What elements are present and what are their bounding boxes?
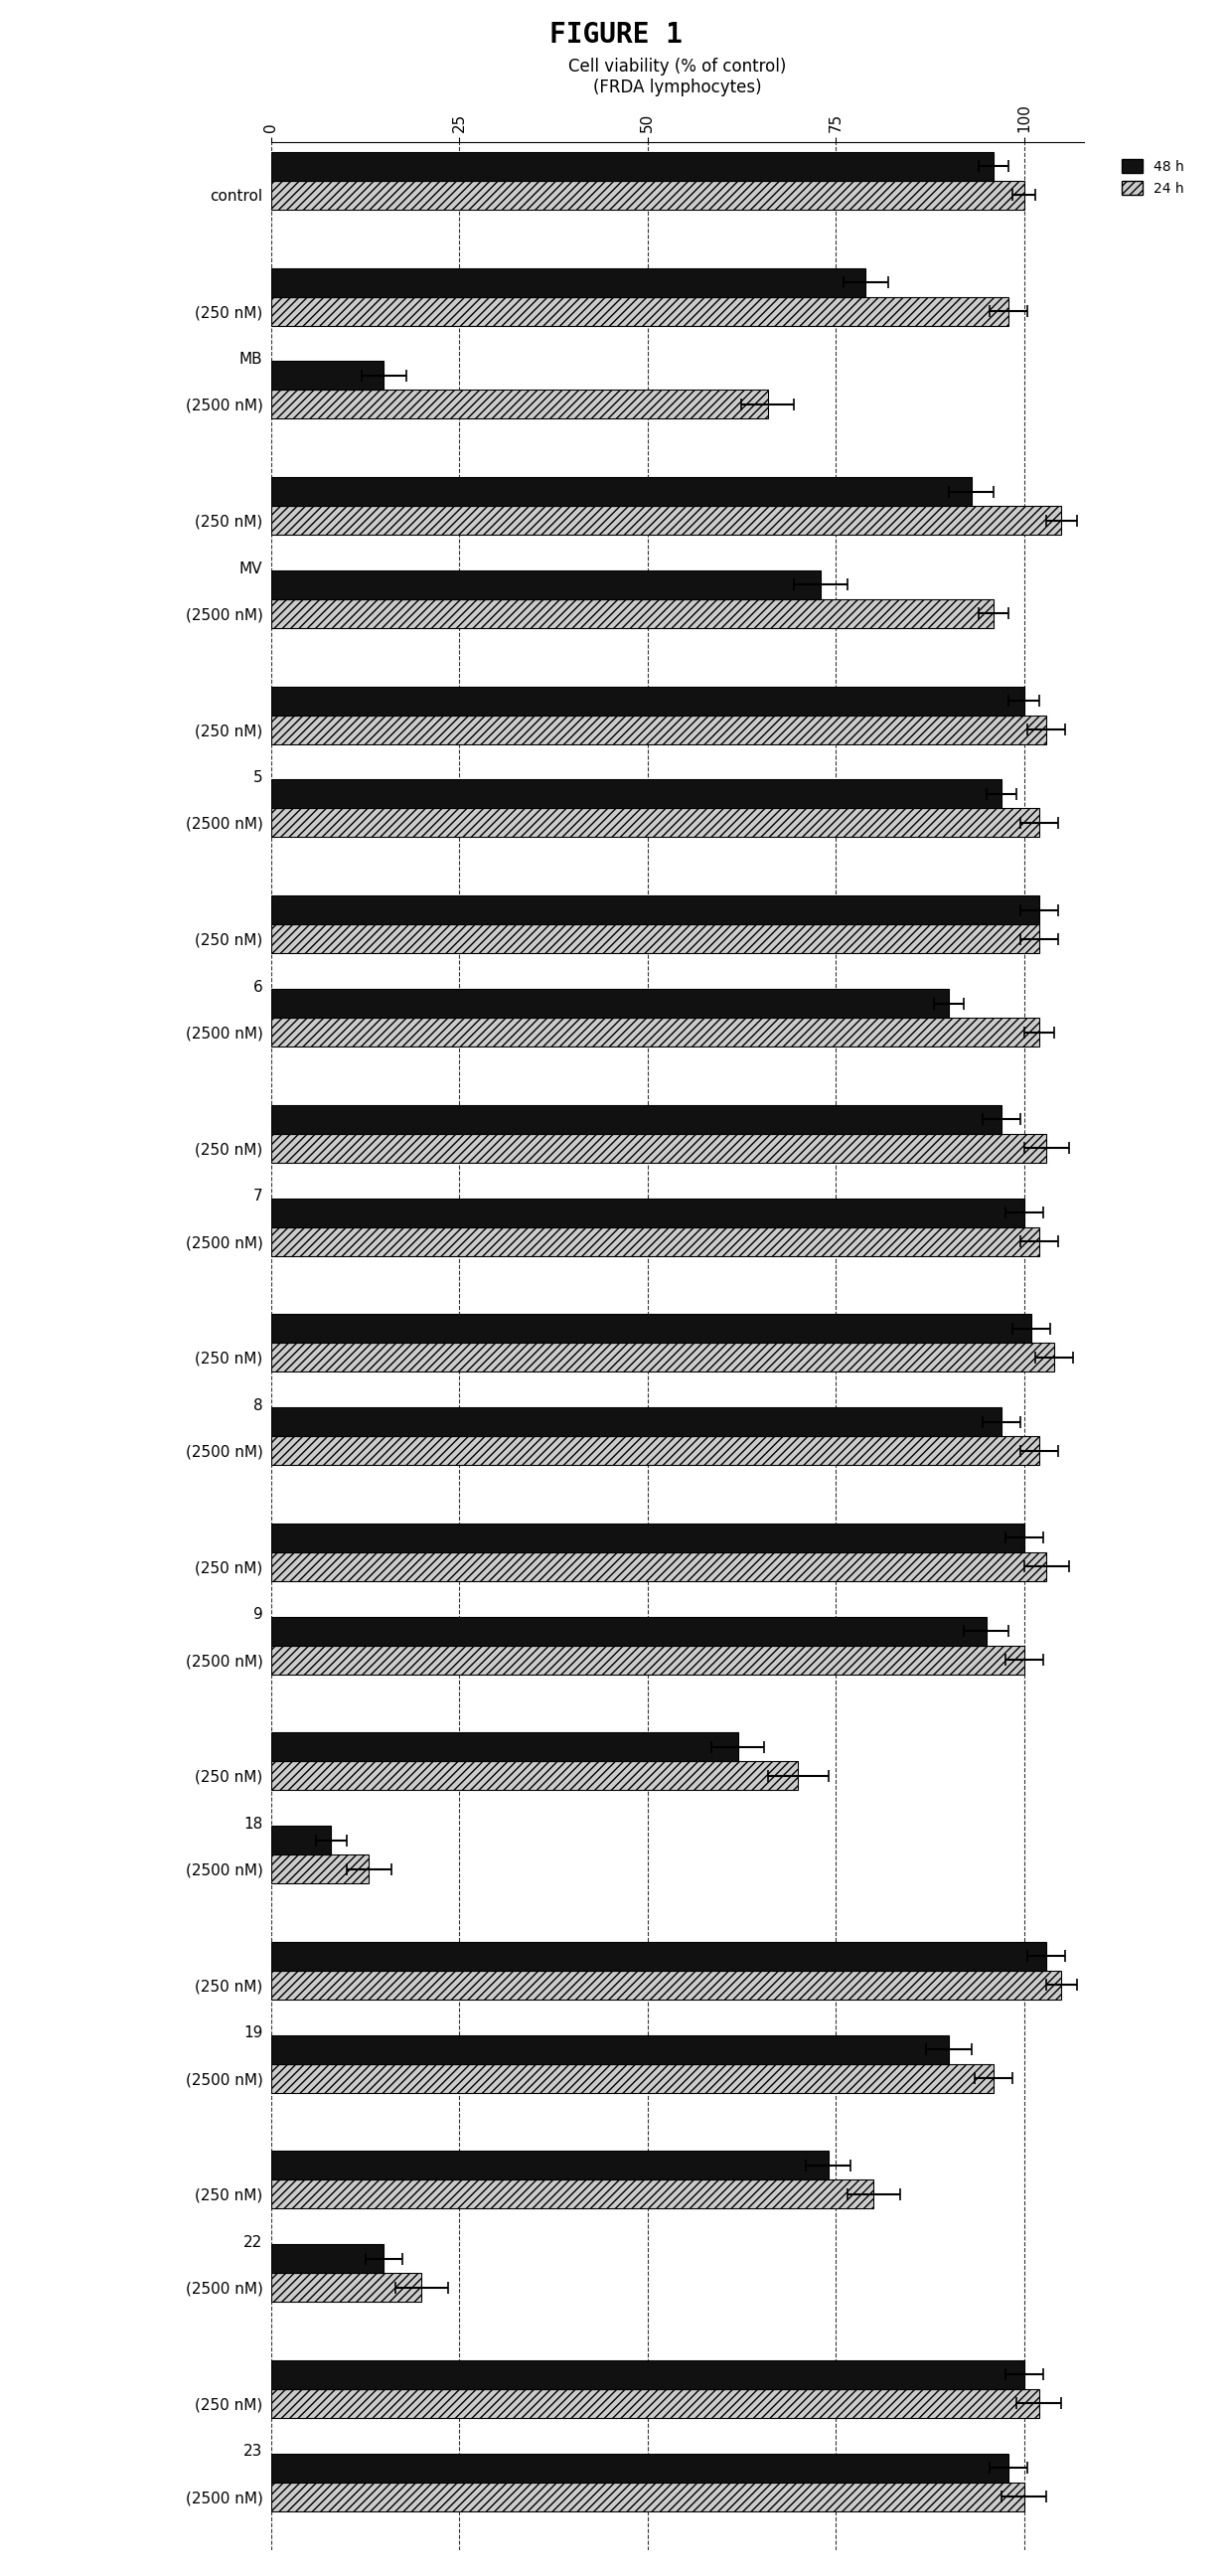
- Bar: [271, 296, 1009, 325]
- Bar: [271, 600, 994, 629]
- Bar: [271, 1826, 331, 1855]
- X-axis label: Cell viability (% of control)
(FRDA lymphocytes): Cell viability (% of control) (FRDA lymp…: [569, 57, 786, 95]
- Bar: [271, 1018, 1039, 1046]
- Bar: [271, 361, 384, 389]
- Bar: [271, 1942, 1046, 1971]
- Bar: [271, 1437, 1039, 1466]
- Bar: [271, 2063, 994, 2092]
- Bar: [271, 1855, 368, 1883]
- Bar: [271, 1406, 1002, 1437]
- Bar: [271, 989, 949, 1018]
- Bar: [271, 1553, 1046, 1582]
- Bar: [271, 2244, 384, 2272]
- Bar: [271, 2388, 1039, 2419]
- Bar: [271, 925, 1039, 953]
- Bar: [271, 1646, 1024, 1674]
- Bar: [271, 1198, 1024, 1226]
- Bar: [271, 505, 1062, 536]
- Text: FIGURE 1: FIGURE 1: [549, 21, 683, 49]
- Bar: [271, 1105, 1002, 1133]
- Bar: [271, 2151, 828, 2179]
- Bar: [271, 716, 1046, 744]
- Bar: [271, 896, 1039, 925]
- Legend: 48 h, 24 h: 48 h, 24 h: [1116, 155, 1190, 201]
- Bar: [271, 389, 768, 420]
- Bar: [271, 685, 1024, 716]
- Bar: [271, 781, 1002, 809]
- Bar: [271, 809, 1039, 837]
- Bar: [271, 268, 866, 296]
- Bar: [271, 2035, 949, 2063]
- Bar: [271, 2360, 1024, 2388]
- Bar: [271, 477, 971, 505]
- Bar: [271, 180, 1024, 209]
- Bar: [271, 2452, 1009, 2483]
- Bar: [271, 2483, 1024, 2512]
- Bar: [271, 1618, 987, 1646]
- Bar: [271, 1314, 1031, 1342]
- Bar: [271, 1971, 1062, 1999]
- Bar: [271, 1226, 1039, 1255]
- Bar: [271, 1133, 1046, 1162]
- Bar: [271, 1762, 798, 1790]
- Bar: [271, 2272, 421, 2303]
- Bar: [271, 1522, 1024, 1553]
- Bar: [271, 1734, 738, 1762]
- Bar: [271, 569, 821, 600]
- Bar: [271, 152, 994, 180]
- Bar: [271, 2179, 873, 2208]
- Bar: [271, 1342, 1055, 1373]
